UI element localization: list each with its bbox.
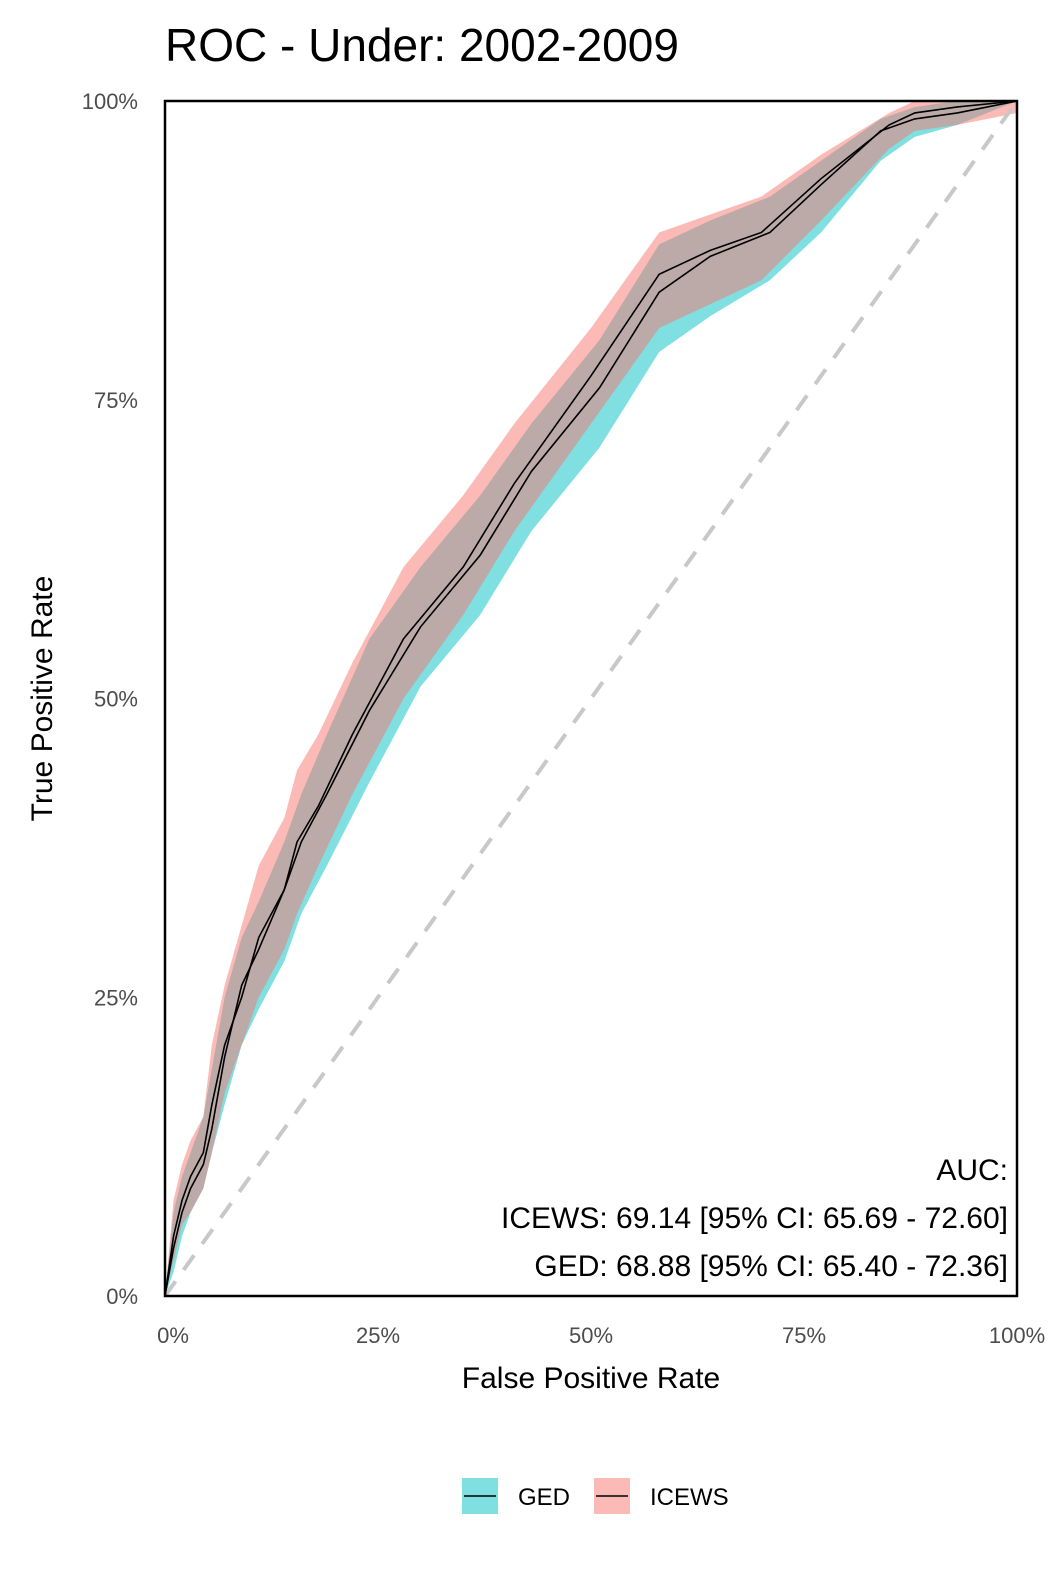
auc-icews-line: ICEWS: 69.14 [95% CI: 65.69 - 72.60] (501, 1202, 1008, 1235)
y-axis-label: True Positive Rate (26, 576, 59, 822)
roc-lines (164, 100, 1018, 1297)
x-tick-label: 0% (157, 1323, 189, 1348)
y-tick-label: 50% (94, 687, 138, 712)
auc-ged-line: GED: 68.88 [95% CI: 65.40 - 72.36] (534, 1250, 1008, 1283)
y-tick-label: 25% (94, 985, 138, 1010)
x-axis-label: False Positive Rate (462, 1362, 720, 1395)
auc-annotation: AUC: ICEWS: 69.14 [95% CI: 65.69 - 72.60… (501, 1154, 1008, 1283)
chart-title: ROC - Under: 2002-2009 (165, 19, 679, 71)
plot-frame (163, 99, 1019, 1298)
x-tick-label: 100% (989, 1323, 1045, 1348)
y-tick-label: 0% (106, 1284, 138, 1309)
x-axis-ticks: 0% 25% 50% 75% 100% (157, 1323, 1045, 1348)
x-tick-label: 50% (569, 1323, 613, 1348)
y-tick-label: 100% (82, 89, 138, 114)
y-axis-ticks: 0% 25% 50% 75% 100% (82, 89, 138, 1309)
legend: GED ICEWS (462, 1478, 729, 1514)
x-tick-label: 75% (782, 1323, 826, 1348)
ged-roc-line (164, 100, 1018, 1297)
icews-legend-label: ICEWS (650, 1484, 729, 1511)
x-tick-label: 25% (356, 1323, 400, 1348)
ged-legend-label: GED (518, 1484, 570, 1511)
auc-heading: AUC: (936, 1154, 1008, 1187)
icews-confidence-band (165, 101, 1017, 1296)
random-classifier-diagonal (163, 99, 1019, 1298)
y-tick-label: 75% (94, 388, 138, 413)
icews-roc-line (164, 100, 1018, 1297)
confidence-bands (165, 101, 1017, 1296)
